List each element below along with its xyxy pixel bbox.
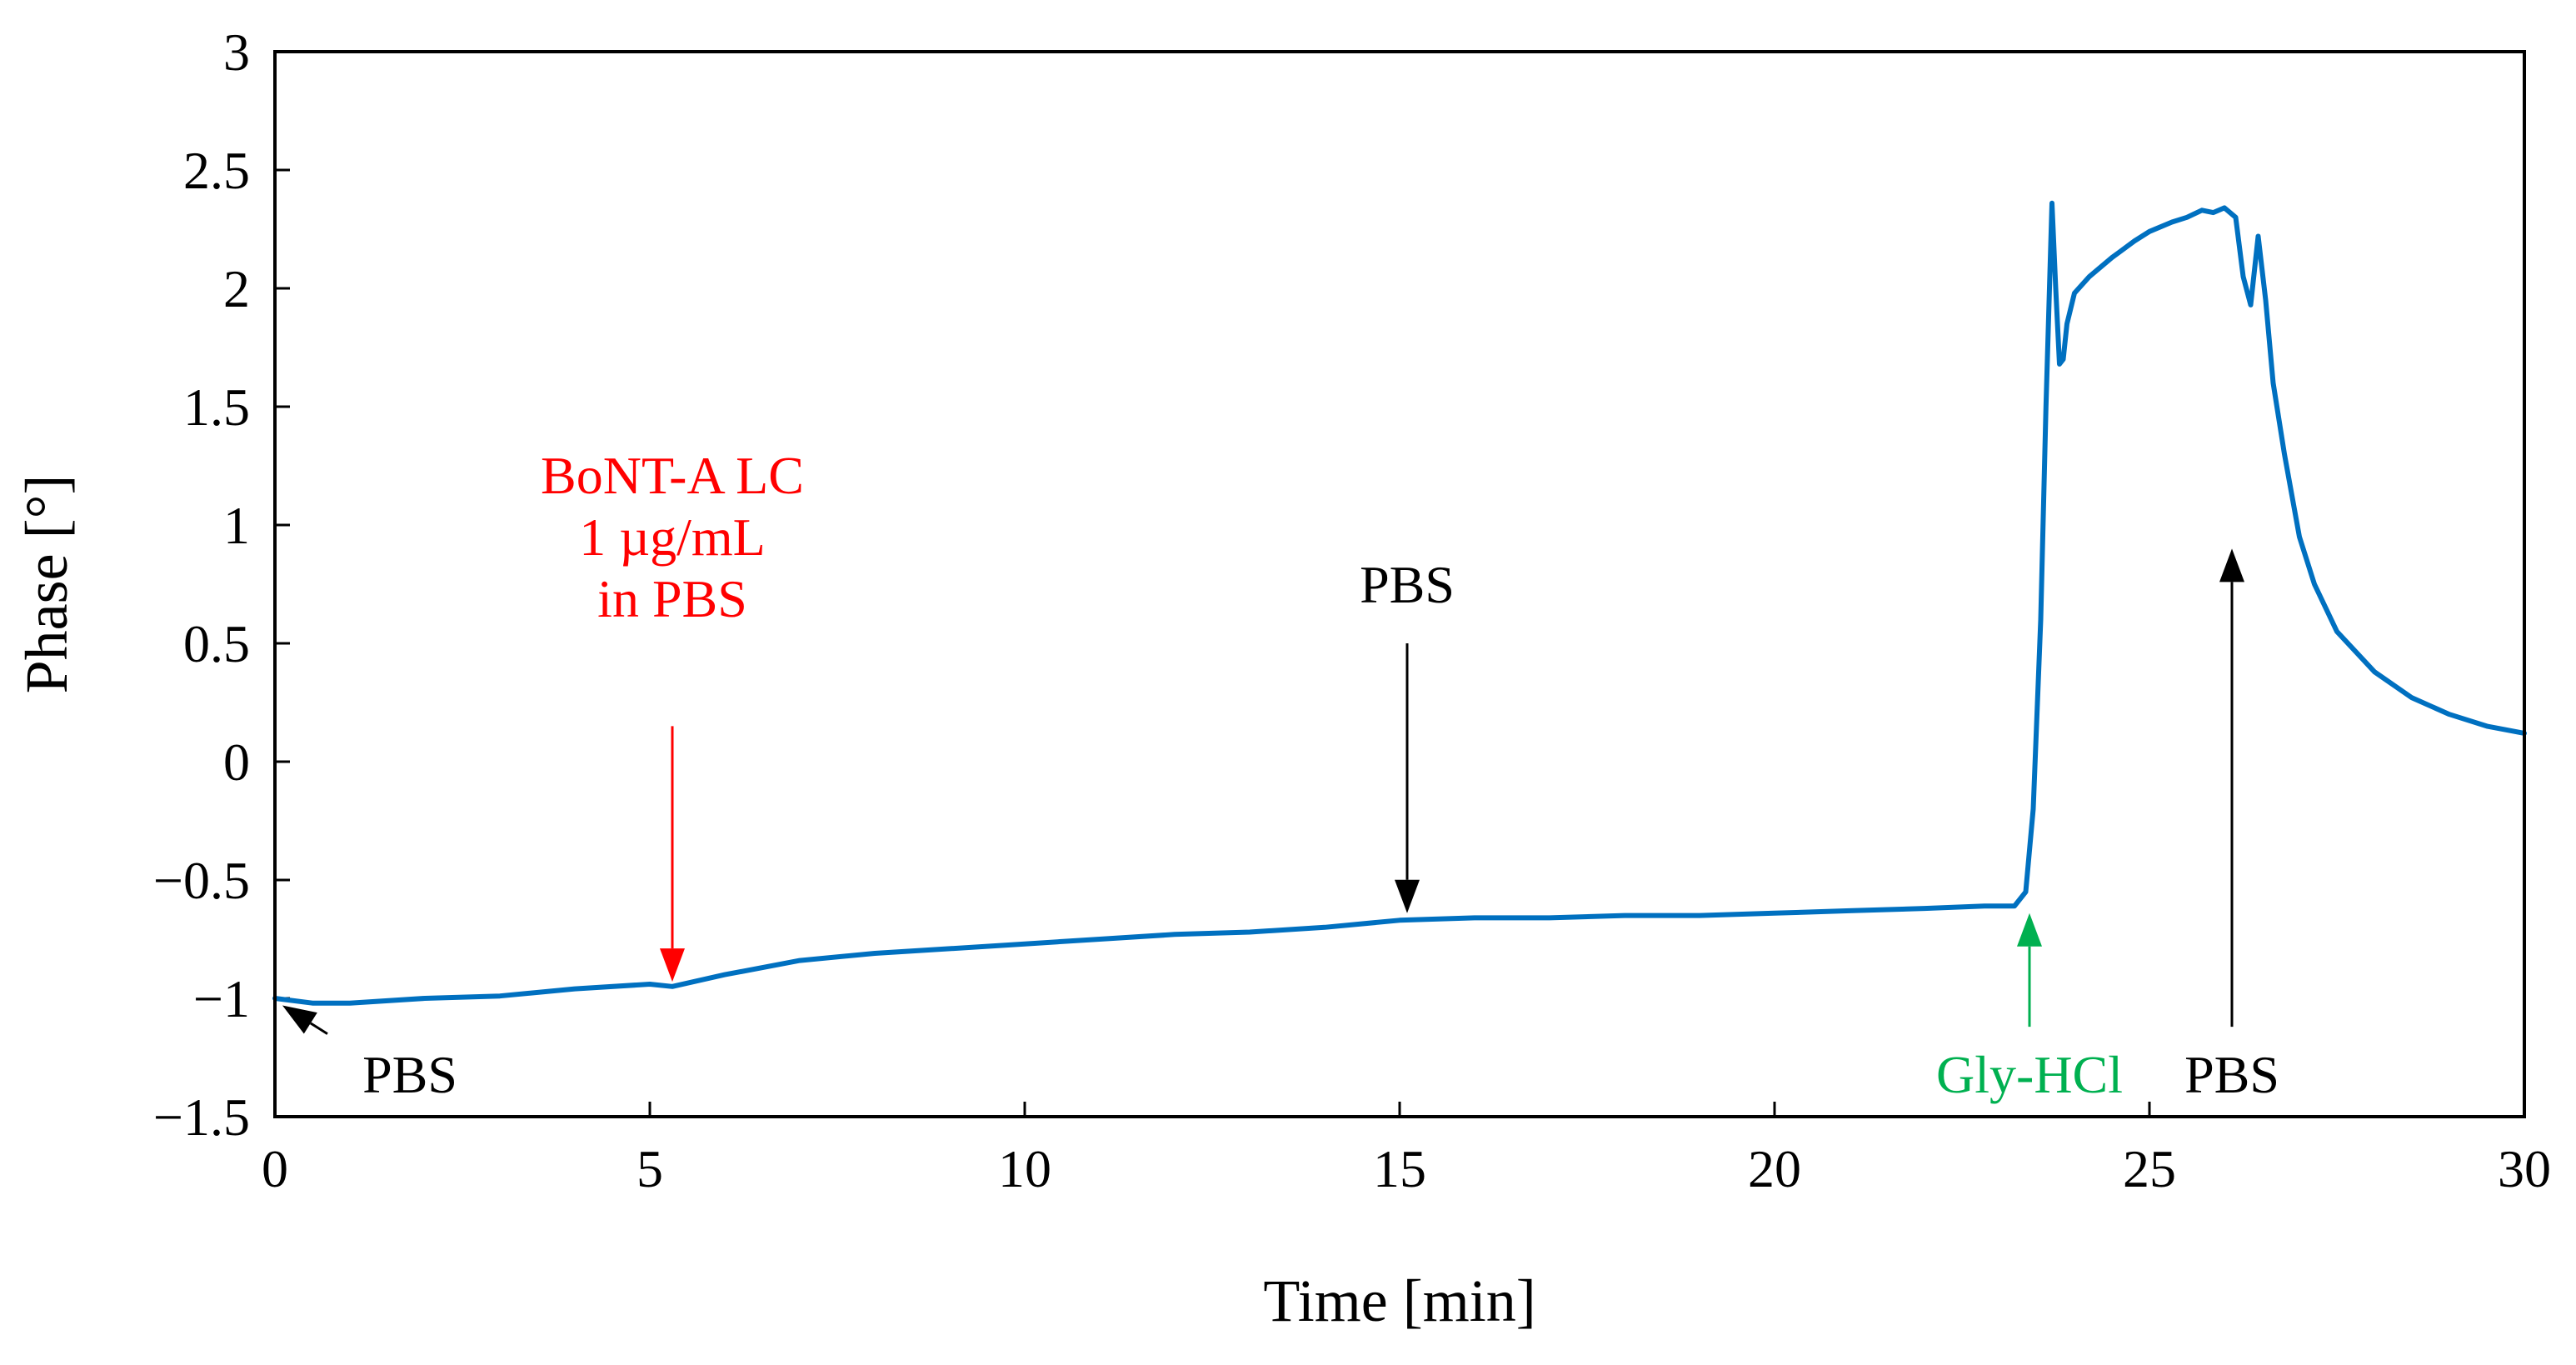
tick-layer: 0 5 10 15 20 25 30 −1.5 −1 −0.5 0 0.5 1 1.5 2 2.5 3 — [153, 22, 2551, 1198]
y-tick-label: 0.5 — [183, 614, 250, 673]
series-line-phase — [272, 200, 2527, 1006]
annotation-label-pbs-wash: PBS — [1360, 555, 1455, 614]
y-tick-label: 2.5 — [183, 141, 250, 200]
x-tick-label: 5 — [637, 1139, 663, 1198]
annotation-label-bont: BoNT-A LC — [541, 446, 804, 505]
x-tick-label: 25 — [2123, 1139, 2176, 1198]
x-tick-label: 20 — [1748, 1139, 1801, 1198]
series-layer — [272, 200, 2527, 1006]
x-tick-label: 15 — [1373, 1139, 1426, 1198]
annotation-arrow-pbs-start — [310, 1022, 328, 1035]
y-tick-label: 1.5 — [183, 378, 250, 437]
annotation-arrowhead-gly — [2017, 912, 2042, 947]
x-tick-label: 0 — [262, 1139, 288, 1198]
annotation-label-bont: 1 µg/mL — [579, 508, 766, 567]
x-axis-title: Time [min] — [1263, 1268, 1535, 1334]
plot-area-frame — [273, 50, 2526, 1118]
annotation-arrowhead-bont — [660, 948, 685, 982]
y-axis-title: Phase [°] — [13, 475, 80, 694]
annotation-label-pbs-start: PBS — [362, 1045, 457, 1104]
annotation-label-bont: in PBS — [597, 569, 747, 628]
x-tick-label: 10 — [998, 1139, 1051, 1198]
annotation-label-gly: Gly-HCl — [1936, 1045, 2123, 1104]
annotation-arrowhead-pbs-end — [2219, 548, 2244, 582]
annotation-arrowhead-pbs-wash — [1395, 879, 1420, 913]
y-tick-label: 2 — [223, 259, 250, 318]
y-tick-label: 0 — [223, 732, 250, 792]
x-tick-label: 30 — [2498, 1139, 2551, 1198]
annotation-arrowhead-pbs-start — [282, 1005, 317, 1034]
y-tick-label: 1 — [223, 496, 250, 555]
annotation-label-pbs-end: PBS — [2184, 1045, 2279, 1104]
y-tick-label: −1 — [193, 969, 250, 1028]
y-tick-label: −0.5 — [153, 851, 250, 910]
y-tick-label: −1.5 — [153, 1088, 250, 1147]
y-tick-label: 3 — [223, 22, 250, 82]
